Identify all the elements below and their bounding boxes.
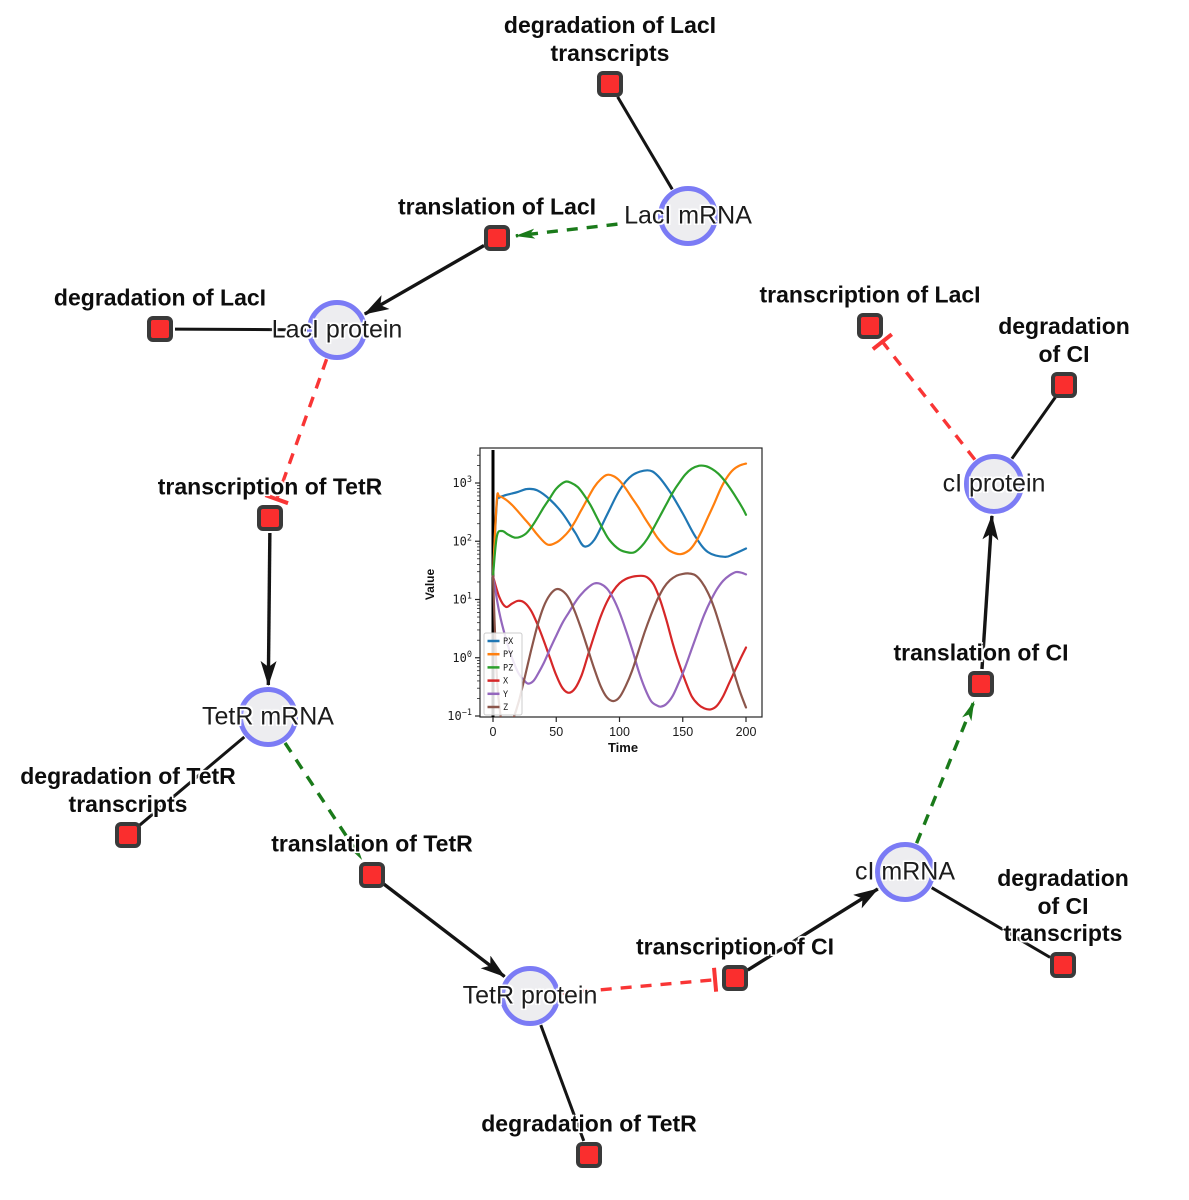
species-node-ci_protein[interactable] [964,454,1024,514]
edge-transl_tetr-tetr_protein [382,882,506,978]
reaction-node-deg_ci[interactable] [1051,372,1077,398]
edge-tetr_mrna-deg_tetr_tx [138,735,246,827]
legend-item-X: X [503,677,509,687]
reaction-node-tx_tetr[interactable] [257,505,283,531]
reaction-node-deg_tetr[interactable] [576,1142,602,1168]
legend-item-Z: Z [503,703,508,713]
y-tick-10e1: 101 [452,592,472,607]
reaction-node-tx_ci[interactable] [722,965,748,991]
chart-series-X [491,574,748,711]
legend-item-Y: Y [503,690,508,700]
species-node-tetr_protein[interactable] [500,966,560,1026]
edge-tetr_protein-deg_tetr [539,1024,586,1142]
chart-series-PX [491,469,748,578]
reaction-node-transl_laci[interactable] [484,225,510,251]
y-tick-10e0: 100 [452,650,472,665]
chart-series-PY [491,462,748,578]
x-tick-0: 0 [490,725,497,739]
chart-x-axis-label: Time [608,740,638,755]
reaction-node-transl_tetr[interactable] [359,862,385,888]
edge-laci_protein-deg_laci [174,327,307,332]
edge-laci_mrna-deg_laci_tx [616,96,674,191]
x-tick-100: 100 [609,725,630,739]
reaction-node-deg_tetr_tx[interactable] [115,822,141,848]
edge-tx_ci-ci_mrna [746,887,879,972]
edge-ci_mrna-deg_ci_tx [930,886,1051,959]
reaction-node-tx_laci[interactable] [857,313,883,339]
legend-item-PX: PX [503,637,514,647]
legend-item-PZ: PZ [503,663,513,673]
x-tick-150: 150 [672,725,693,739]
edge-tx_tetr-tetr_mrna [260,532,277,687]
x-tick-50: 50 [549,725,563,739]
chart-series-Z [491,572,748,717]
species-node-tetr_mrna[interactable] [238,687,298,747]
reaction-node-transl_ci[interactable] [968,671,994,697]
reaction-node-deg_laci_tx[interactable] [597,71,623,97]
chart-inset: 10−1 100 101 102 103 0 50 100 150 200 Time Value PX P… [420,437,770,759]
edge-ci_mrna-transl_ci [915,700,976,844]
edge-laci_protein-tx_tetr [264,358,329,506]
species-node-laci_mrna[interactable] [658,186,718,246]
edge-tetr_mrna-transl_tetr [283,741,363,861]
edge-ci_protein-deg_ci [1010,396,1057,460]
y-tick-10e2: 102 [452,533,472,548]
chart-legend: PX PY PZ XYZ [483,632,523,716]
y-tick-10e-1: 10−1 [447,708,472,723]
reaction-node-deg_laci[interactable] [147,316,173,342]
species-node-laci_protein[interactable] [307,300,367,360]
chart-series-Y [491,570,748,708]
x-tick-200: 200 [736,725,757,739]
species-node-ci_mrna[interactable] [875,842,935,902]
edge-transl_laci-laci_protein [363,244,485,316]
reaction-node-deg_ci_tx[interactable] [1050,952,1076,978]
edge-laci_mrna-transl_laci [514,217,658,239]
legend-item-PY: PY [503,650,513,660]
chart-y-axis-label: Value [423,569,437,601]
edge-transl_ci-ci_protein [980,514,999,670]
edge-tetr_protein-tx_ci [560,967,719,995]
edge-ci_protein-tx_laci [871,332,977,461]
y-tick-10e3: 103 [452,475,472,490]
chart-series-PZ [491,464,748,578]
